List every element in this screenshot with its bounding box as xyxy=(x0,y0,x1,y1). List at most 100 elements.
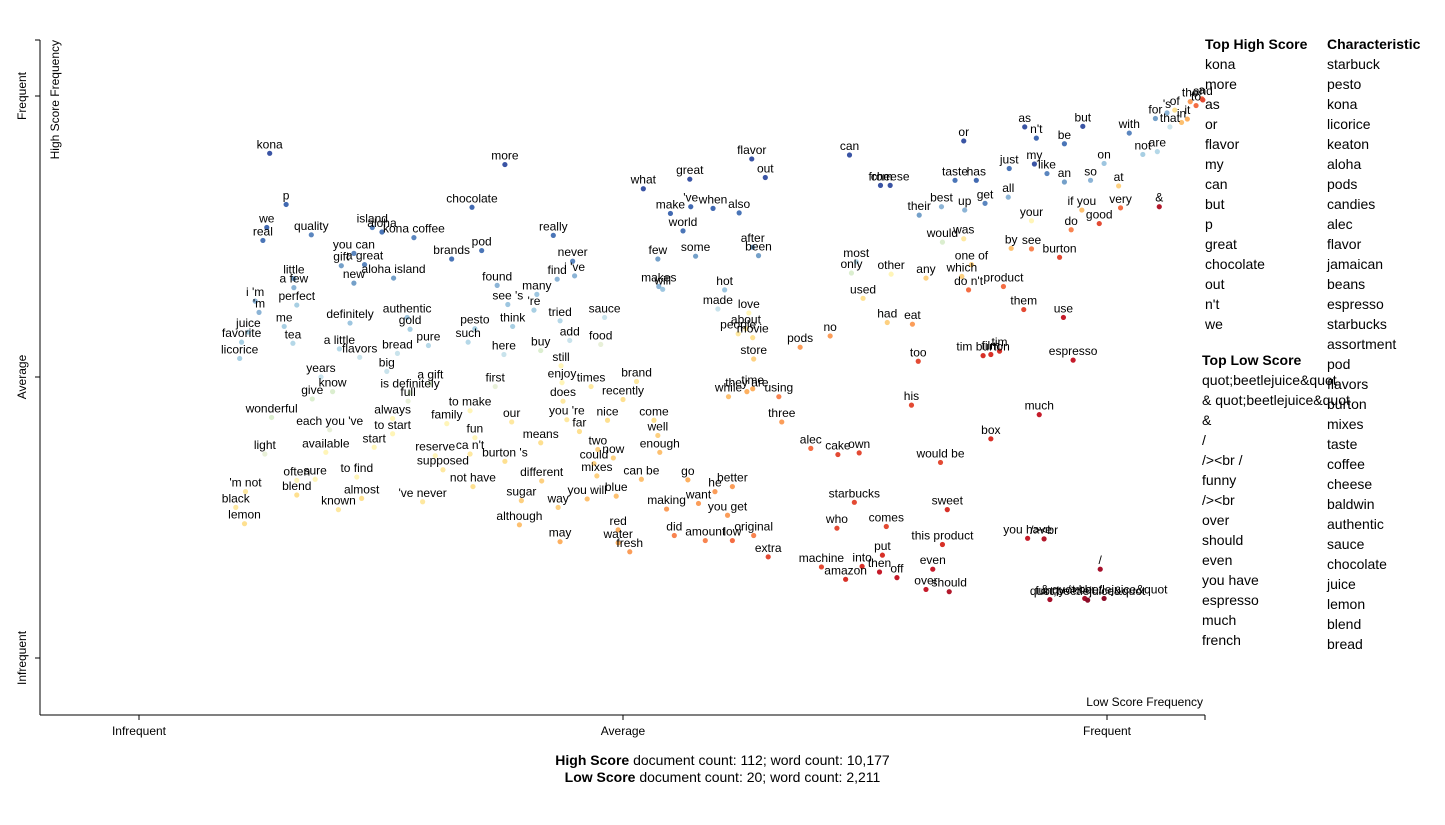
data-point[interactable] xyxy=(744,389,750,395)
data-point[interactable] xyxy=(472,326,478,332)
data-point[interactable] xyxy=(1047,596,1053,603)
term-list-item[interactable]: blend xyxy=(1327,616,1362,632)
data-point[interactable] xyxy=(1126,130,1132,136)
term-list-item[interactable]: quot;beetlejuice&quot xyxy=(1202,372,1337,388)
term-list-item[interactable]: beans xyxy=(1327,276,1366,292)
data-point[interactable] xyxy=(404,314,410,321)
term-list-item[interactable]: authentic xyxy=(1327,516,1384,532)
data-point[interactable] xyxy=(411,235,417,241)
data-point[interactable] xyxy=(827,333,833,339)
data-point[interactable] xyxy=(425,342,432,349)
data-point[interactable] xyxy=(884,319,890,326)
term-list-item[interactable]: should xyxy=(1202,532,1244,548)
data-point[interactable] xyxy=(262,451,268,457)
data-point[interactable] xyxy=(1167,124,1173,130)
data-point[interactable] xyxy=(492,383,498,390)
data-point[interactable] xyxy=(1000,283,1007,290)
data-point[interactable] xyxy=(834,525,840,531)
data-point[interactable] xyxy=(595,446,601,453)
data-point[interactable] xyxy=(693,253,699,259)
data-point[interactable] xyxy=(1036,412,1042,418)
term-list-item[interactable]: flavors xyxy=(1327,376,1369,392)
data-point[interactable] xyxy=(725,394,732,400)
term-list-item[interactable]: pesto xyxy=(1327,76,1362,92)
data-point[interactable] xyxy=(1070,357,1076,363)
term-list-item[interactable]: /><br xyxy=(1202,492,1235,508)
data-point[interactable] xyxy=(252,298,258,304)
data-point[interactable] xyxy=(776,394,782,400)
data-point[interactable] xyxy=(938,204,945,210)
data-point[interactable] xyxy=(467,451,473,457)
data-point[interactable] xyxy=(336,346,342,352)
term-list-item[interactable]: alec xyxy=(1327,216,1353,232)
data-point[interactable] xyxy=(1008,245,1014,251)
data-point[interactable] xyxy=(615,527,621,533)
data-point[interactable] xyxy=(1178,119,1185,126)
data-point[interactable] xyxy=(510,323,516,330)
term-list-item[interactable]: licorice xyxy=(1327,116,1371,132)
data-point[interactable] xyxy=(470,483,476,490)
data-point[interactable] xyxy=(848,270,855,276)
data-point[interactable] xyxy=(1101,595,1107,602)
data-point[interactable] xyxy=(1152,115,1158,122)
data-point[interactable] xyxy=(851,499,857,505)
data-point[interactable] xyxy=(591,460,597,467)
data-point[interactable] xyxy=(294,302,300,308)
data-point[interactable] xyxy=(567,337,573,344)
term-list-item[interactable]: cheese xyxy=(1327,476,1373,492)
data-point[interactable] xyxy=(572,273,578,279)
data-point[interactable] xyxy=(560,398,566,404)
data-point[interactable] xyxy=(237,355,243,362)
data-point[interactable] xyxy=(570,258,576,264)
term-list-item[interactable]: burton xyxy=(1327,396,1367,412)
data-point[interactable] xyxy=(1117,205,1124,211)
data-point[interactable] xyxy=(962,207,968,213)
data-point[interactable] xyxy=(330,389,336,395)
data-point[interactable] xyxy=(369,224,375,231)
data-point[interactable] xyxy=(472,435,478,441)
data-point[interactable] xyxy=(843,576,849,582)
term-list-item[interactable]: assortment xyxy=(1327,336,1397,352)
term-list-item[interactable]: starbuck xyxy=(1327,56,1380,72)
term-list-item[interactable]: & xyxy=(1202,412,1212,428)
data-point[interactable] xyxy=(610,455,616,461)
data-point[interactable] xyxy=(239,339,245,345)
data-point[interactable] xyxy=(604,417,611,423)
data-point[interactable] xyxy=(294,477,300,484)
term-list-item[interactable]: coffee xyxy=(1327,456,1365,472)
term-list-item[interactable]: baldwin xyxy=(1327,496,1375,512)
data-point[interactable] xyxy=(509,419,515,425)
data-point[interactable] xyxy=(1061,141,1068,147)
data-point[interactable] xyxy=(557,539,563,545)
term-list-item[interactable]: kona xyxy=(1205,56,1236,72)
data-point[interactable] xyxy=(502,458,508,464)
data-point[interactable] xyxy=(312,476,318,482)
data-point[interactable] xyxy=(973,177,979,183)
data-point[interactable] xyxy=(860,295,866,301)
data-point[interactable] xyxy=(883,523,889,530)
data-point[interactable] xyxy=(432,453,438,459)
data-point[interactable] xyxy=(1031,161,1037,167)
data-point[interactable] xyxy=(233,504,239,510)
data-point[interactable] xyxy=(750,244,756,250)
data-point[interactable] xyxy=(469,204,475,210)
data-point[interactable] xyxy=(554,276,560,282)
data-point[interactable] xyxy=(1056,254,1063,260)
data-point[interactable] xyxy=(687,176,693,182)
data-point[interactable] xyxy=(996,348,1003,354)
data-point[interactable] xyxy=(640,186,646,192)
data-point[interactable] xyxy=(294,492,300,498)
data-point[interactable] xyxy=(729,537,735,544)
data-point[interactable] xyxy=(808,445,814,451)
data-point[interactable] xyxy=(379,229,385,235)
data-point[interactable] xyxy=(1164,110,1170,116)
term-list-item[interactable]: flavor xyxy=(1205,136,1240,152)
data-point[interactable] xyxy=(494,282,500,288)
data-point[interactable] xyxy=(558,363,564,369)
data-point[interactable] xyxy=(853,259,859,265)
term-list-item[interactable]: much xyxy=(1202,612,1237,628)
term-list-item[interactable]: chocolate xyxy=(1205,256,1265,272)
data-point[interactable] xyxy=(651,417,657,423)
term-list-item[interactable]: candies xyxy=(1327,196,1376,212)
data-point[interactable] xyxy=(440,467,446,473)
